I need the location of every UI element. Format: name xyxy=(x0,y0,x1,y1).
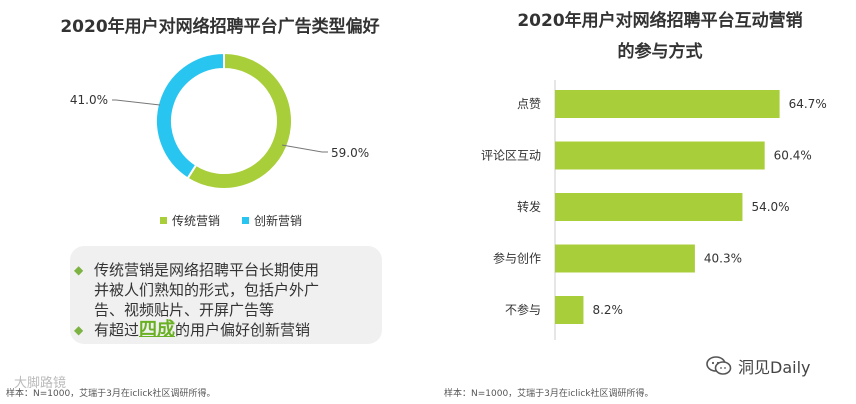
donut-chart: 59.0% 41.0% xyxy=(70,51,369,190)
bar-2 xyxy=(555,193,743,221)
note-text-1: 传统营销是网络招聘平台长期使用 xyxy=(94,261,320,279)
bar-value-label: 64.7% xyxy=(789,97,827,111)
right-title-line-2: 的参与方式 xyxy=(617,42,703,62)
bar-category-label: 评论区互动 xyxy=(481,149,541,163)
bar-category-label: 参与创作 xyxy=(493,251,541,266)
right-title-line-1: 2020年用户对网络招聘平台互动营销 xyxy=(517,11,803,31)
legend-item-innovative: 创新营销 xyxy=(242,212,302,229)
legend-swatch-traditional xyxy=(160,217,167,224)
donut-legend: 传统营销 创新营销 xyxy=(160,212,302,229)
bar-4 xyxy=(555,296,584,324)
bar-3 xyxy=(555,244,695,273)
bar-category-label: 点赞 xyxy=(517,97,541,111)
bar-value-label: 8.2% xyxy=(592,303,623,317)
bar-0 xyxy=(555,90,780,118)
note-line-3: 告、视频贴片、开屏广告等 xyxy=(94,301,275,319)
leader-line-innovative xyxy=(112,99,161,106)
watermark-left: 大脚路镜 xyxy=(14,376,67,391)
slice-label-innovative: 41.0% xyxy=(70,93,108,107)
donut-slice-innovative xyxy=(155,51,225,180)
watermark-right: 洞见Daily xyxy=(706,354,811,378)
watermark-right-text: 洞见Daily xyxy=(738,358,811,377)
bar-value-label: 40.3% xyxy=(704,252,742,266)
bar-1 xyxy=(555,141,765,170)
note-text-4-post: 的用户偏好创新营销 xyxy=(175,321,311,339)
slice-label-traditional: 59.0% xyxy=(331,146,369,160)
note-line-1: ◆ 传统营销是网络招聘平台长期使用 xyxy=(74,260,320,280)
legend-label-traditional: 传统营销 xyxy=(172,214,221,228)
bar-category-label: 不参与 xyxy=(505,302,541,317)
wechat-icon xyxy=(706,356,732,375)
bar-value-label: 60.4% xyxy=(774,149,812,163)
leader-line-traditional xyxy=(281,144,328,153)
bar-chart: 点赞 64.7% 评论区互动 60.4% 转发 54.0% 参与创作 40.3% 不参与 8.2% xyxy=(481,80,827,340)
legend-swatch-innovative xyxy=(242,217,250,224)
insight-note-box: ◆ 传统营销是网络招聘平台长期使用 并被人们熟知的形式，包括户外广 告、视频贴片… xyxy=(70,246,382,344)
bar-category-label: 转发 xyxy=(517,199,541,214)
bullet-diamond-icon: ◆ xyxy=(74,323,84,337)
right-source-note: 样本：N=1000，艾瑞于3月在iclick社区调研所得。 xyxy=(444,389,654,399)
bar-value-label: 54.0% xyxy=(751,200,789,214)
note-line-2: 并被人们熟知的形式，包括户外广 xyxy=(94,281,320,299)
left-source-note: 样本：N=1000，艾瑞于3月在iclick社区调研所得。 xyxy=(6,389,216,399)
note-line-4: ◆ 有超过四成的用户偏好创新营销 xyxy=(74,319,311,340)
legend-item-traditional: 传统营销 xyxy=(160,212,220,229)
legend-label-innovative: 创新营销 xyxy=(254,214,303,228)
note-highlight: 四成 xyxy=(139,319,176,340)
right-chart-title: 2020年用户对网络招聘平台互动营销 的参与方式 xyxy=(470,6,850,68)
note-text-4-pre: 有超过 xyxy=(94,321,140,339)
bullet-diamond-icon: ◆ xyxy=(74,263,84,277)
left-chart-title: 2020年用户对网络招聘平台广告类型偏好 xyxy=(60,17,380,37)
